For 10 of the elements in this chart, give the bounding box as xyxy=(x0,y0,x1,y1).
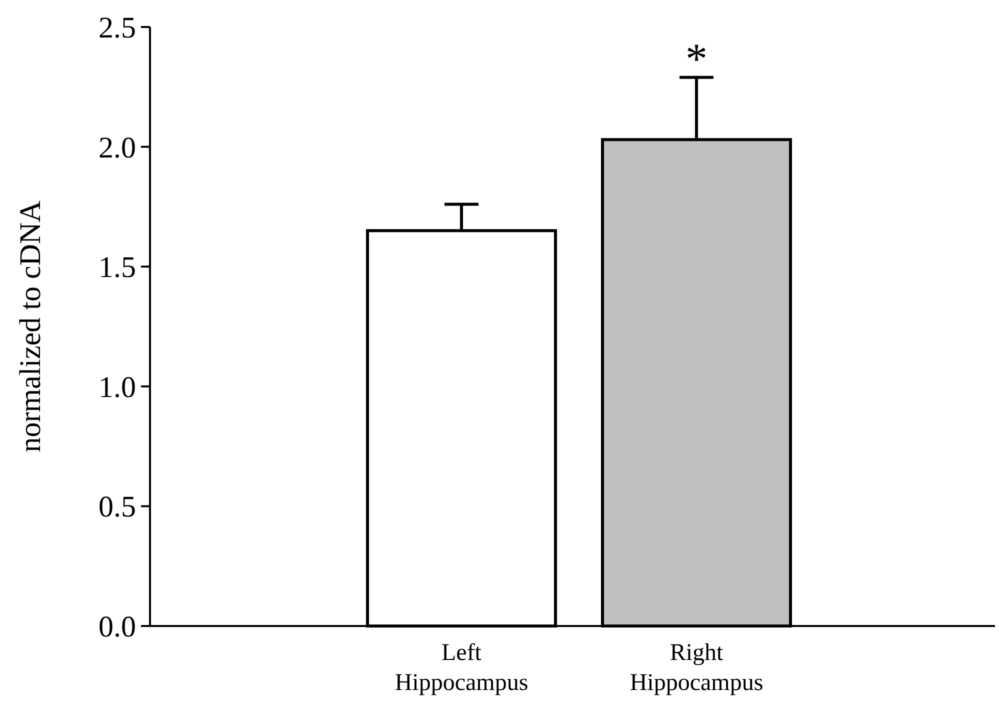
y-tick-label: 0.0 xyxy=(98,610,136,644)
y-tick-label: 0.5 xyxy=(98,490,136,524)
y-tick-label: 1.5 xyxy=(98,251,136,284)
y-tick-label: 2.0 xyxy=(98,131,136,164)
x-tick-label: Left Hippocampus xyxy=(394,640,528,696)
x-tick-label: Right Hippocampus xyxy=(630,640,764,696)
y-axis-title: normalized to cDNA xyxy=(14,200,47,452)
y-tick-label: 1.0 xyxy=(98,370,136,404)
annotation: * xyxy=(686,34,708,84)
y-tick-label: 2.5 xyxy=(98,12,136,44)
